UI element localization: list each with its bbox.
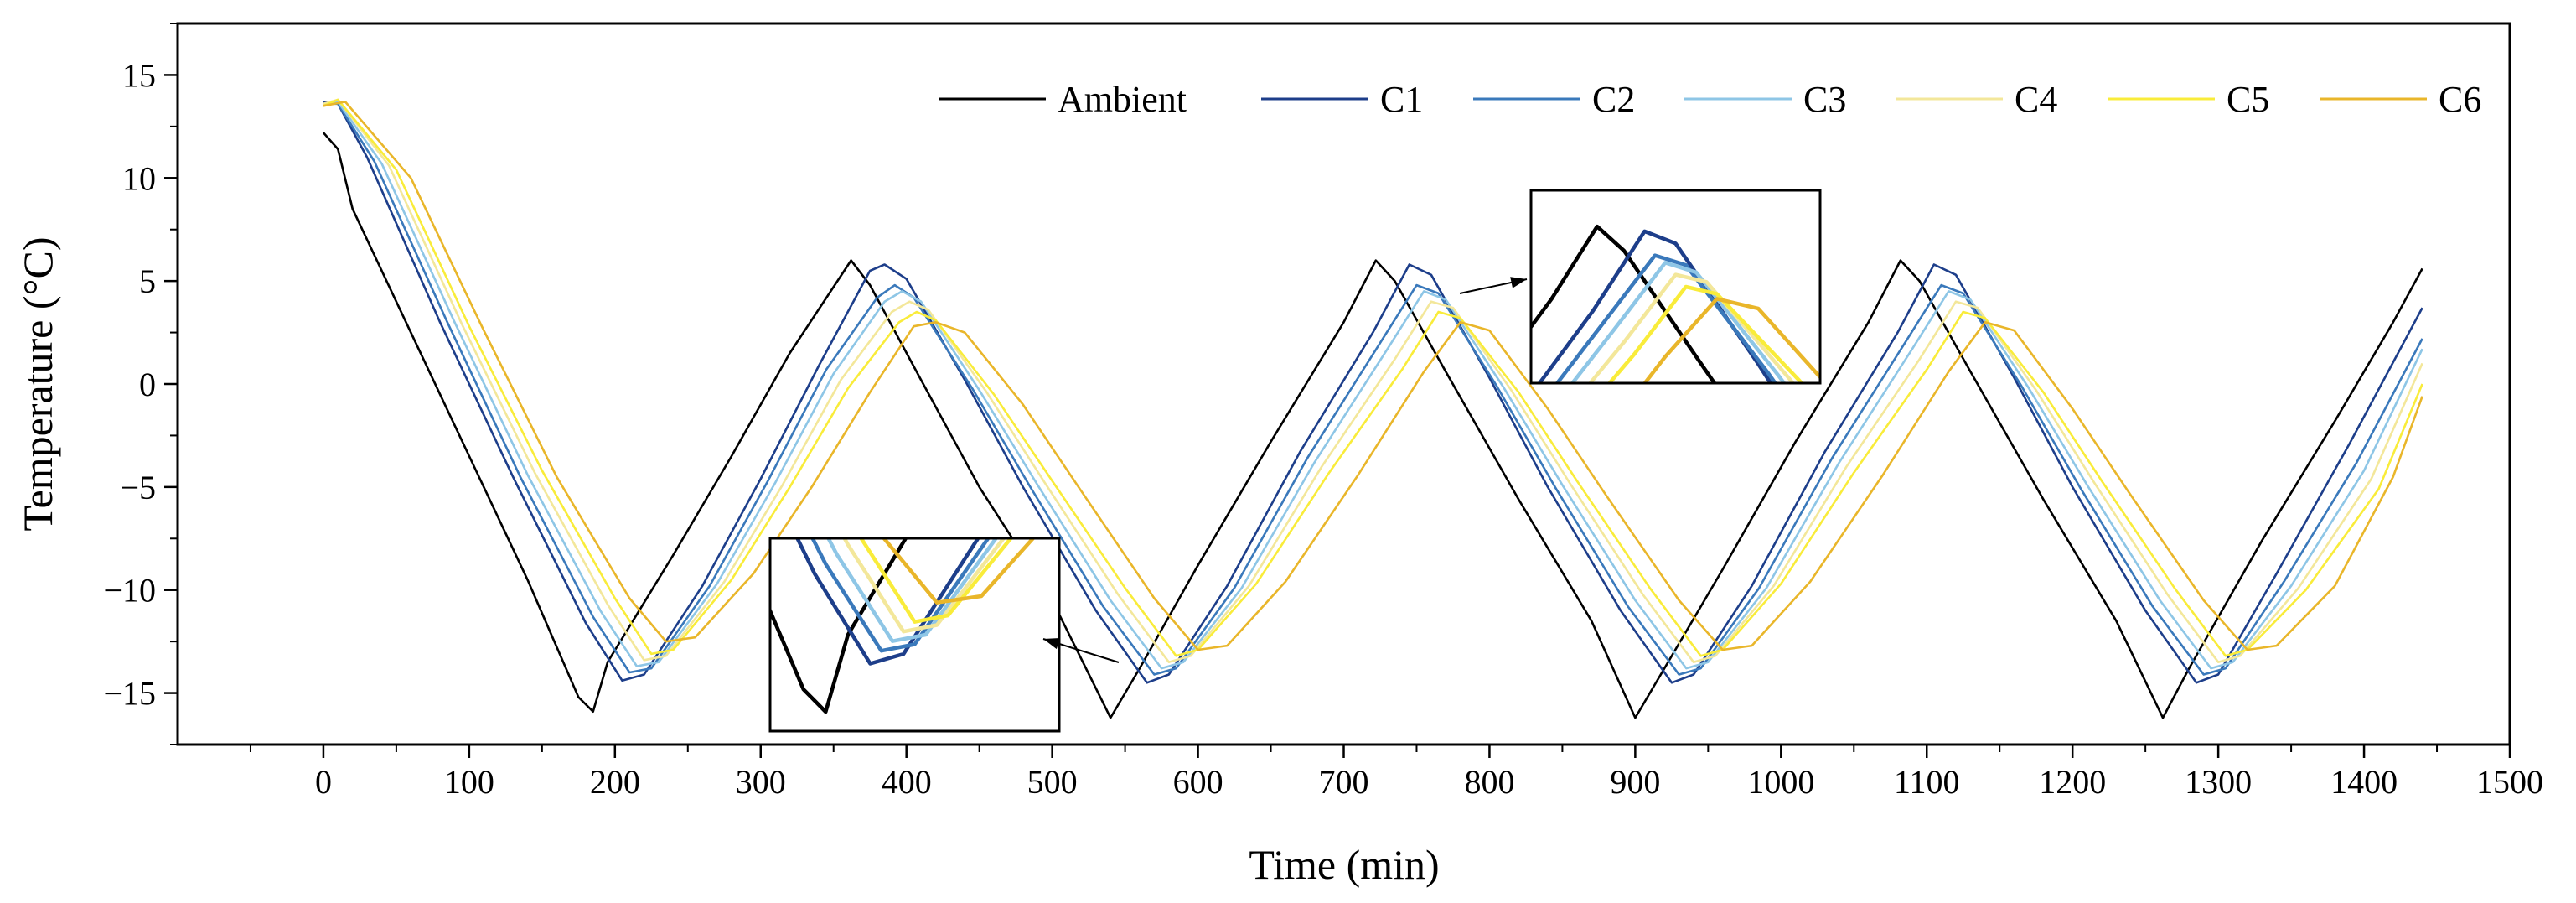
inset-trough-line-c5 xyxy=(858,538,1014,624)
y-tick-label: −15 xyxy=(103,675,156,713)
x-tick-label: 1300 xyxy=(2185,763,2252,801)
x-tick-label: 1500 xyxy=(2476,763,2543,801)
legend-label-c3: C3 xyxy=(1803,79,1846,120)
inset-peak-line-ambient xyxy=(1531,224,1717,383)
inset-peak-line-c2 xyxy=(1554,253,1778,383)
inset-trough-line-c1 xyxy=(795,538,980,666)
x-tick-label: 1100 xyxy=(1894,763,1960,801)
inset-peak-line-c1 xyxy=(1537,229,1773,383)
legend-label-c1: C1 xyxy=(1380,79,1423,120)
inset-peak-line-c5 xyxy=(1606,284,1804,383)
inset-trough-line-c6 xyxy=(881,538,1036,605)
x-tick-label: 500 xyxy=(1027,763,1078,801)
legend-label-ambient: Ambient xyxy=(1058,79,1187,120)
y-tick-label: 15 xyxy=(122,56,156,94)
inset-trough-line-c2 xyxy=(810,538,991,653)
inset-trough-arrowhead xyxy=(1043,638,1060,650)
x-tick-label: 1200 xyxy=(2039,763,2106,801)
x-tick-label: 900 xyxy=(1610,763,1660,801)
y-tick-label: 5 xyxy=(139,262,156,300)
inset-trough-lines xyxy=(770,538,1059,731)
inset-peak-line-c3 xyxy=(1570,261,1787,383)
x-tick-label: 300 xyxy=(736,763,786,801)
series-line-ambient xyxy=(322,132,2423,719)
x-tick-label: 0 xyxy=(315,763,332,801)
series-line-c1 xyxy=(323,101,2423,684)
series-line-c6 xyxy=(323,101,2423,651)
x-tick-label: 600 xyxy=(1173,763,1223,801)
x-tick-label: 400 xyxy=(882,763,932,801)
y-tick-label: 10 xyxy=(122,159,156,197)
x-axis-title: Time (min) xyxy=(1249,841,1439,888)
x-tick-label: 800 xyxy=(1464,763,1514,801)
legend-label-c4: C4 xyxy=(2015,79,2057,120)
y-tick-label: −10 xyxy=(103,572,156,610)
series-line-c2 xyxy=(323,102,2423,676)
series-line-c4 xyxy=(323,98,2423,664)
plot-area-frame xyxy=(176,22,2511,746)
series-line-c3 xyxy=(323,101,2423,670)
legend: Ambient C1 C2 C3 C4 C5 C6 xyxy=(939,79,2481,120)
legend-label-c2: C2 xyxy=(1592,79,1635,120)
series-line-c5 xyxy=(323,98,2423,657)
inset-trough-frame xyxy=(768,537,1061,733)
inset-peak-arrowhead xyxy=(1510,277,1527,288)
x-tick-label: 700 xyxy=(1319,763,1369,801)
x-tick-label: 1000 xyxy=(1747,763,1814,801)
x-tick-label: 1400 xyxy=(2330,763,2398,801)
inset-peak-line-c6 xyxy=(1642,297,1820,383)
inset-peak-frame xyxy=(1529,189,1822,385)
y-axis-title: Temperature (°C) xyxy=(14,236,61,531)
x-tick-label: 200 xyxy=(590,763,640,801)
inset-trough-line-c4 xyxy=(842,538,1006,634)
x-tick-label: 100 xyxy=(444,763,494,801)
y-tick-label: −5 xyxy=(120,469,156,506)
inset-trough-line-ambient xyxy=(770,538,908,714)
legend-label-c6: C6 xyxy=(2439,79,2481,120)
legend-label-c5: C5 xyxy=(2227,79,2269,120)
inset-peak-lines xyxy=(1531,190,1820,383)
inset-trough-line-c3 xyxy=(825,538,999,643)
y-tick-label: 0 xyxy=(139,366,156,403)
